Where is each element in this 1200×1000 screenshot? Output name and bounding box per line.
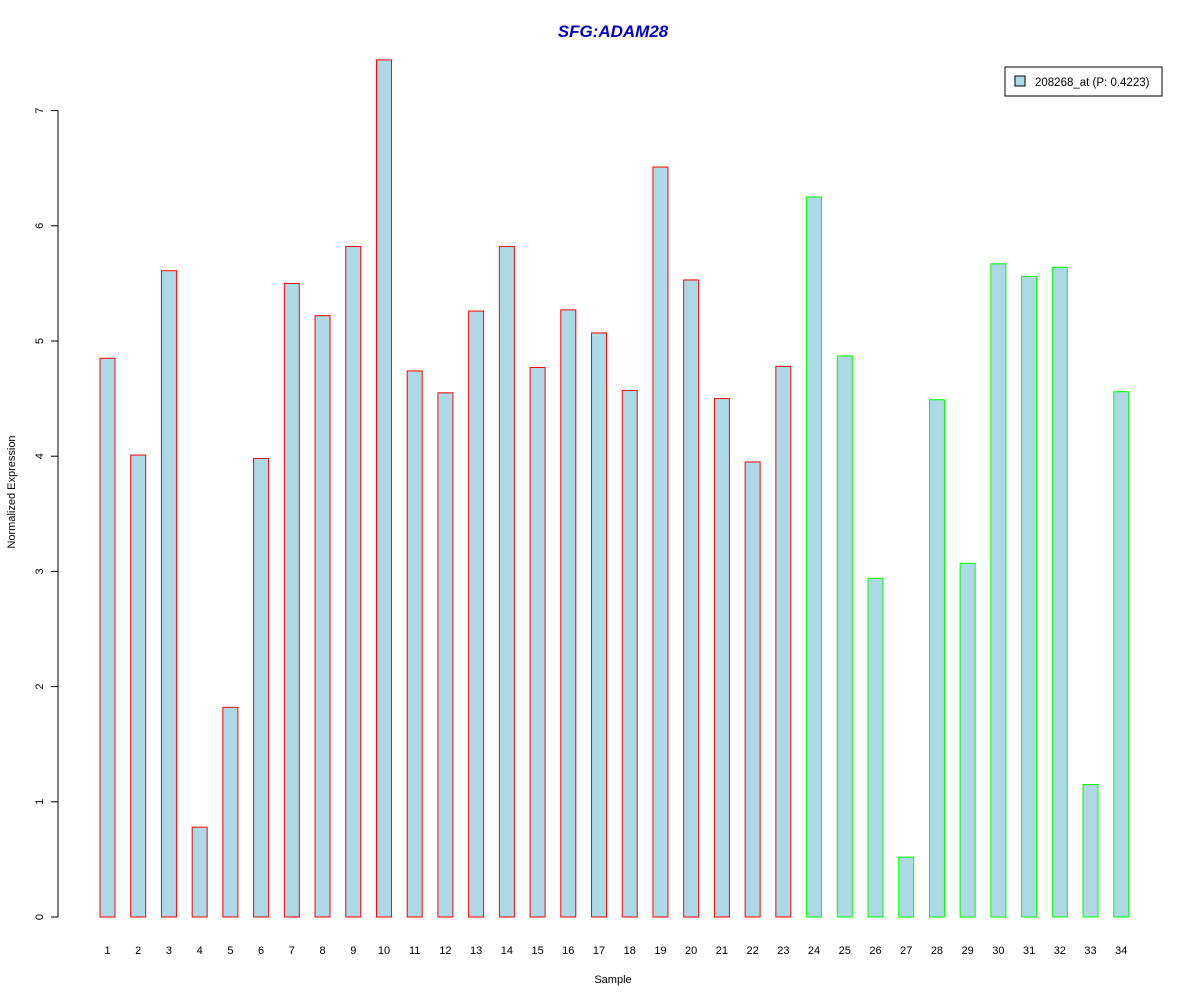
bar-sample-27: [898, 856, 915, 918]
y-axis-label: Normalized Expression: [6, 435, 18, 548]
y-tick-label: 7: [34, 108, 46, 114]
bar-sample-19: [652, 166, 669, 918]
x-tick-label: 21: [716, 945, 728, 957]
x-tick-label: 7: [289, 945, 295, 957]
x-tick-label: 17: [593, 945, 605, 957]
y-axis: 0 1 2 3 4 5 6 7: [34, 108, 59, 920]
legend: 208268_at (P: 0.4223): [1004, 66, 1163, 97]
bar-sample-6: [253, 458, 270, 918]
bar-sample-30: [990, 263, 1007, 918]
bar-sample-8: [314, 315, 331, 918]
bar-sample-13: [468, 310, 485, 918]
bars: [99, 59, 1130, 918]
bar-sample-15: [529, 367, 546, 918]
x-tick-label: 30: [992, 945, 1004, 957]
x-tick-label: 8: [319, 945, 325, 957]
bar-sample-20: [683, 279, 700, 918]
bar-sample-24: [806, 196, 823, 918]
x-tick-label: 32: [1054, 945, 1066, 957]
x-tick-label: 2: [135, 945, 141, 957]
bar-sample-34: [1113, 391, 1130, 918]
legend-swatch: [1014, 75, 1026, 87]
x-axis-label: Sample: [594, 974, 631, 986]
y-tick-label: 3: [34, 568, 46, 574]
x-tick-label: 14: [501, 945, 513, 957]
bar-sample-5: [222, 706, 239, 918]
x-tick-label: 24: [808, 945, 820, 957]
x-tick-label: 12: [439, 945, 451, 957]
x-tick-label: 34: [1115, 945, 1127, 957]
x-tick-label: 33: [1084, 945, 1096, 957]
bar-sample-22: [744, 461, 761, 918]
bar-sample-23: [775, 365, 792, 918]
y-tick-label: 2: [34, 684, 46, 690]
bar-sample-1: [99, 357, 116, 918]
bar-sample-10: [375, 59, 392, 918]
bar-sample-17: [591, 332, 608, 918]
bar-sample-26: [867, 577, 884, 918]
x-tick-label: 29: [962, 945, 974, 957]
x-tick-label: 4: [197, 945, 203, 957]
bar-sample-3: [160, 270, 177, 918]
x-tick-label: 18: [624, 945, 636, 957]
bar-sample-31: [1021, 275, 1038, 918]
x-tick-label: 23: [777, 945, 789, 957]
x-tick-label: 5: [227, 945, 233, 957]
x-tick-label: 27: [900, 945, 912, 957]
y-tick-label: 4: [34, 453, 46, 459]
x-tick-label: 9: [350, 945, 356, 957]
y-tick-label: 1: [34, 799, 46, 805]
x-tick-label: 1: [104, 945, 110, 957]
x-tick-label: 26: [869, 945, 881, 957]
x-tick-label: 15: [531, 945, 543, 957]
legend-label: 208268_at (P: 0.4223): [1035, 77, 1150, 89]
x-tick-label: 6: [258, 945, 264, 957]
x-tick-label: 28: [931, 945, 943, 957]
x-tick-label: 16: [562, 945, 574, 957]
bar-sample-9: [345, 246, 362, 918]
bar-sample-28: [928, 399, 945, 918]
bar-sample-25: [836, 355, 853, 918]
x-tick-label: 25: [839, 945, 851, 957]
bar-sample-29: [959, 562, 976, 918]
bar-sample-2: [130, 454, 147, 918]
bar-sample-33: [1082, 784, 1099, 918]
y-tick-label: 5: [34, 338, 46, 344]
x-tick-label: 10: [378, 945, 390, 957]
x-tick-label: 11: [409, 945, 420, 957]
bar-sample-14: [498, 246, 515, 918]
bar-sample-18: [621, 390, 638, 918]
x-tick-label: 22: [746, 945, 758, 957]
bar-sample-4: [191, 826, 208, 918]
x-tick-label: 20: [685, 945, 697, 957]
bar-sample-32: [1051, 266, 1068, 918]
x-tick-label: 13: [470, 945, 482, 957]
chart-title: SFG:ADAM28: [558, 22, 669, 41]
x-tick-label: 3: [166, 945, 172, 957]
bar-sample-11: [406, 370, 423, 918]
legend-box: [1004, 66, 1163, 97]
y-tick-label: 0: [34, 914, 46, 920]
x-axis-tick-labels: 1 2 3 4 5 6 7 8 9 10 11 12 13 14 15 16 17 18 19 20 21 22 23 24 2…: [104, 945, 1127, 957]
y-tick-label: 6: [34, 223, 46, 229]
x-tick-label: 31: [1023, 945, 1035, 957]
x-tick-label: 19: [654, 945, 666, 957]
bar-sample-21: [713, 398, 730, 918]
bar-sample-12: [437, 392, 454, 918]
bar-sample-7: [283, 282, 300, 918]
bar-sample-16: [560, 309, 577, 918]
